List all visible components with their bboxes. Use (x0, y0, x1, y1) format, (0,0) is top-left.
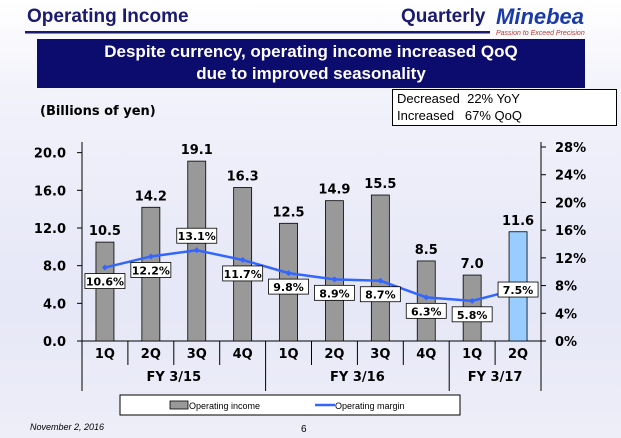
margin-value-label: 12.2% (132, 264, 170, 277)
bar-value-label: 16.3 (227, 169, 259, 184)
margin-point (147, 253, 154, 260)
headline-line-2: due to improved seasonality (196, 64, 426, 83)
margin-point (285, 270, 292, 277)
right-tick-label: 8% (555, 280, 577, 295)
margin-point (331, 276, 338, 283)
left-tick-label: 12.0 (34, 222, 66, 237)
legend-bar-label: Operating income (189, 401, 260, 411)
x-tick-label: 1Q (278, 347, 298, 362)
margin-label-box (222, 265, 264, 282)
bar-value-label: 12.5 (273, 205, 305, 220)
margin-value-label: 7.5% (503, 284, 534, 297)
bar-operating-income (370, 194, 390, 342)
x-tick-label: 2Q (508, 347, 528, 362)
margin-point (101, 264, 108, 271)
margin-point (469, 297, 476, 304)
company-logo: Minebea (496, 4, 585, 29)
bar-operating-income (325, 200, 344, 342)
y-axis-label: (Billions of yen) (40, 104, 156, 119)
right-tick-label: 20% (555, 196, 586, 211)
margin-value-label: 10.6% (86, 276, 124, 289)
right-tick-label: 16% (555, 224, 586, 239)
page-number: 6 (301, 424, 307, 435)
bar-value-label: 11.6 (502, 214, 534, 229)
margin-point (193, 247, 200, 254)
group-label: FY 3/15 (146, 370, 201, 385)
margin-label-box (314, 284, 355, 301)
bar-operating-income (233, 187, 253, 342)
page-subtitle: Quarterly (401, 6, 486, 27)
left-tick-label: 8.0 (43, 260, 66, 275)
x-tick-label: 3Q (370, 347, 390, 362)
legend-bar-swatch (169, 400, 189, 410)
bar-operating-income (95, 241, 115, 342)
bar-value-label: 8.5 (415, 243, 438, 258)
change-note: Decreased 22% YoY Increased 67% QoQ (392, 89, 617, 126)
bar-value-label: 19.1 (181, 143, 213, 158)
left-tick-label: 4.0 (43, 297, 66, 312)
right-tick-label: 28% (555, 141, 586, 156)
left-tick-label: 20.0 (34, 147, 66, 162)
margin-value-label: 5.8% (457, 309, 488, 322)
bar-value-label: 7.0 (461, 257, 484, 272)
margin-label-box (84, 273, 126, 289)
group-label: FY 3/17 (468, 370, 523, 385)
x-tick-label: 2Q (324, 347, 344, 362)
margin-label-box (130, 262, 172, 278)
margin-label-box (176, 227, 218, 244)
headline-line-1: Despite currency, operating income incre… (104, 42, 518, 61)
bar-value-label: 14.9 (318, 183, 350, 198)
right-tick-label: 24% (555, 169, 586, 184)
bar-value-label: 10.5 (89, 224, 121, 239)
right-tick-label: 12% (555, 252, 586, 267)
page-title: Operating Income (27, 6, 189, 27)
x-tick-label: 4Q (233, 347, 253, 362)
x-tick-label: 4Q (416, 347, 436, 362)
margin-value-label: 8.7% (365, 289, 396, 302)
qoq-note: Increased 67% QoQ (397, 108, 523, 123)
left-tick-label: 16.0 (34, 184, 66, 199)
left-tick-label: 0.0 (43, 335, 66, 350)
yoy-note: Decreased 22% YoY (397, 91, 520, 106)
x-tick-label: 3Q (187, 347, 207, 362)
margin-label-box (268, 278, 309, 295)
x-tick-label: 1Q (95, 347, 115, 362)
margin-value-label: 8.9% (319, 287, 350, 300)
title-rule (25, 31, 490, 34)
bar-value-label: 14.2 (135, 189, 167, 204)
margin-value-label: 11.7% (224, 268, 262, 281)
right-tick-label: 4% (555, 307, 577, 322)
group-label: FY 3/16 (330, 370, 385, 385)
right-tick-label: 0% (555, 335, 577, 350)
x-tick-label: 2Q (141, 347, 161, 362)
margin-label-box (451, 306, 493, 323)
x-tick-label: 1Q (462, 347, 482, 362)
margin-label-box (359, 286, 401, 303)
footer-date: November 2, 2016 (30, 422, 105, 432)
margin-label-box (497, 281, 539, 298)
margin-point (423, 294, 430, 301)
margin-label-box (405, 302, 447, 319)
headline-banner: Despite currency, operating income incre… (37, 39, 585, 88)
margin-value-label: 13.1% (178, 230, 216, 243)
margin-value-label: 9.8% (273, 281, 304, 294)
legend-line-label: Operating margin (335, 401, 405, 411)
margin-value-label: 6.3% (411, 305, 442, 318)
bar-operating-income (416, 260, 436, 342)
bar-value-label: 15.5 (364, 177, 396, 192)
margin-point (239, 256, 246, 263)
margin-point (377, 277, 384, 284)
legend (119, 394, 461, 416)
logo-tagline: Passion to Exceed Precision (496, 30, 585, 37)
operating-margin-line (104, 248, 519, 303)
